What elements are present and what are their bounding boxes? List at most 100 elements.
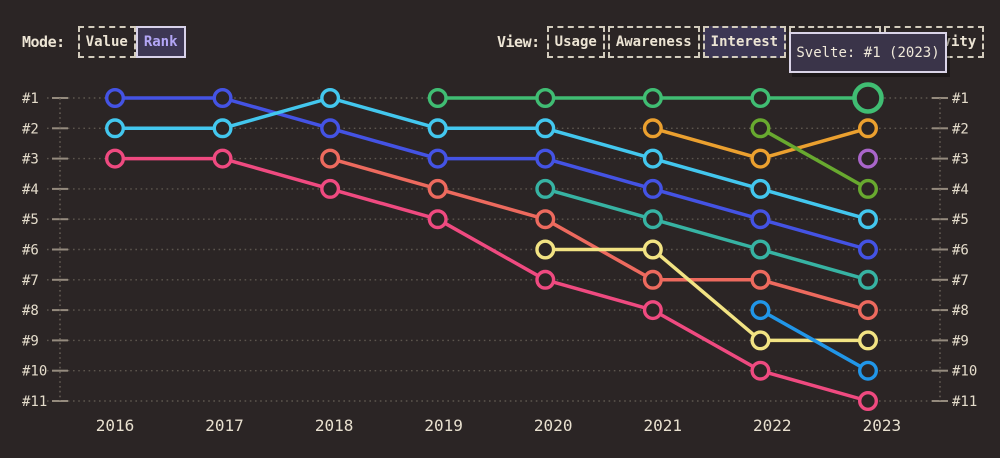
data-point[interactable] bbox=[535, 178, 556, 199]
rank-label-left: #7 bbox=[22, 273, 39, 289]
data-point[interactable] bbox=[642, 269, 663, 290]
data-point[interactable] bbox=[857, 178, 878, 199]
mode-toggle-group: Mode: Value Rank bbox=[22, 26, 186, 58]
rank-label-right: #2 bbox=[952, 121, 969, 137]
mode-buttons: Value Rank bbox=[77, 26, 186, 58]
rank-label-right: #9 bbox=[952, 333, 969, 349]
data-point[interactable] bbox=[427, 209, 448, 230]
data-point[interactable] bbox=[857, 148, 878, 169]
view-interest-button[interactable]: Interest bbox=[702, 26, 787, 58]
data-point[interactable] bbox=[320, 87, 341, 108]
data-point[interactable] bbox=[857, 209, 878, 230]
indigo-line bbox=[113, 96, 870, 252]
view-label: View: bbox=[497, 33, 540, 51]
data-point[interactable] bbox=[642, 300, 663, 321]
data-point[interactable] bbox=[427, 87, 448, 108]
view-usage-button[interactable]: Usage bbox=[546, 26, 605, 58]
data-point[interactable] bbox=[750, 330, 771, 351]
rank-label-right: #6 bbox=[952, 243, 969, 259]
rank-label-left: #5 bbox=[22, 212, 39, 228]
data-point-highlighted[interactable] bbox=[852, 82, 884, 114]
data-point[interactable] bbox=[104, 148, 125, 169]
rank-label-left: #2 bbox=[22, 121, 39, 137]
rank-label-left: #10 bbox=[22, 364, 47, 380]
rank-label-left: #8 bbox=[22, 303, 39, 319]
data-point[interactable] bbox=[642, 148, 663, 169]
data-point[interactable] bbox=[104, 118, 125, 139]
tooltip-text: Svelte: #1 (2023) bbox=[796, 44, 940, 61]
data-point[interactable] bbox=[750, 269, 771, 290]
year-label: 2021 bbox=[643, 416, 682, 435]
data-point[interactable] bbox=[642, 87, 663, 108]
salmon-line bbox=[328, 156, 870, 312]
year-label: 2016 bbox=[96, 416, 135, 435]
rank-label-right: #5 bbox=[952, 212, 969, 228]
data-point[interactable] bbox=[750, 178, 771, 199]
rank-label-right: #11 bbox=[952, 394, 977, 410]
year-label: 2019 bbox=[424, 416, 463, 435]
data-point[interactable] bbox=[320, 148, 341, 169]
data-point[interactable] bbox=[642, 239, 663, 260]
view-awareness-button[interactable]: Awareness bbox=[607, 26, 700, 58]
data-point[interactable] bbox=[857, 239, 878, 260]
data-point[interactable] bbox=[427, 118, 448, 139]
year-label: 2017 bbox=[205, 416, 244, 435]
data-point[interactable] bbox=[212, 148, 233, 169]
year-label: 2022 bbox=[753, 416, 792, 435]
rank-label-left: #6 bbox=[22, 243, 39, 259]
data-point[interactable] bbox=[857, 300, 878, 321]
mode-rank-button[interactable]: Rank bbox=[135, 26, 186, 58]
rank-label-left: #9 bbox=[22, 333, 39, 349]
data-point[interactable] bbox=[750, 239, 771, 260]
data-point[interactable] bbox=[750, 148, 771, 169]
data-point[interactable] bbox=[642, 209, 663, 230]
mode-label: Mode: bbox=[22, 33, 65, 51]
data-point[interactable] bbox=[212, 118, 233, 139]
data-point[interactable] bbox=[535, 148, 556, 169]
blue-line bbox=[758, 308, 870, 373]
cyan-line bbox=[113, 96, 870, 221]
data-point[interactable] bbox=[750, 118, 771, 139]
rank-label-right: #10 bbox=[952, 364, 977, 380]
teal-line bbox=[543, 187, 870, 282]
data-point[interactable] bbox=[642, 178, 663, 199]
data-point[interactable] bbox=[535, 209, 556, 230]
data-point[interactable] bbox=[535, 118, 556, 139]
data-point[interactable] bbox=[750, 87, 771, 108]
data-point[interactable] bbox=[642, 118, 663, 139]
rank-label-left: #1 bbox=[22, 91, 39, 107]
data-point[interactable] bbox=[212, 87, 233, 108]
data-point[interactable] bbox=[750, 209, 771, 230]
data-point[interactable] bbox=[535, 87, 556, 108]
rose-line bbox=[113, 156, 870, 403]
rank-label-right: #7 bbox=[952, 273, 969, 289]
data-point[interactable] bbox=[104, 87, 125, 108]
year-label: 2023 bbox=[863, 416, 902, 435]
rank-label-right: #4 bbox=[952, 182, 969, 198]
rank-label-left: #11 bbox=[22, 394, 47, 410]
data-point[interactable] bbox=[750, 360, 771, 381]
data-point[interactable] bbox=[857, 391, 878, 412]
data-point[interactable] bbox=[857, 330, 878, 351]
year-label: 2020 bbox=[534, 416, 573, 435]
data-point[interactable] bbox=[857, 360, 878, 381]
data-point[interactable] bbox=[427, 148, 448, 169]
data-point[interactable] bbox=[320, 118, 341, 139]
year-label: 2018 bbox=[315, 416, 354, 435]
rank-label-right: #1 bbox=[952, 91, 969, 107]
mode-value-button[interactable]: Value bbox=[77, 26, 136, 58]
rank-label-left: #4 bbox=[22, 182, 39, 198]
lime-line bbox=[758, 126, 870, 191]
data-point[interactable] bbox=[857, 118, 878, 139]
tooltip: Svelte: #1 (2023) bbox=[789, 32, 947, 73]
data-point[interactable] bbox=[857, 269, 878, 290]
data-point[interactable] bbox=[535, 269, 556, 290]
data-point[interactable] bbox=[427, 178, 448, 199]
rank-label-right: #8 bbox=[952, 303, 969, 319]
rank-label-left: #3 bbox=[22, 152, 39, 168]
data-point[interactable] bbox=[535, 239, 556, 260]
data-point[interactable] bbox=[750, 300, 771, 321]
data-point[interactable] bbox=[320, 178, 341, 199]
rank-label-right: #3 bbox=[952, 152, 969, 168]
